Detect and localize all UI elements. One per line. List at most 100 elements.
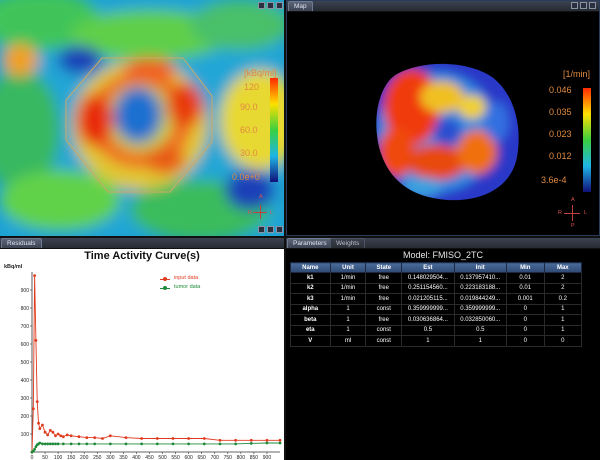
restore-icon[interactable] [571,2,578,9]
map-tabbar: Map [287,1,599,12]
table-row[interactable]: k2 1/min free 0.251154560... 0.223183188… [290,282,583,294]
data-point [69,442,73,446]
param-unit: 1 [329,303,367,315]
orientation-top: A [259,194,263,200]
table-row[interactable]: V ml const 1 1 0 0 [290,335,583,347]
column-header[interactable]: Min [505,262,545,273]
table-row[interactable]: beta 1 free 0.030636864... 0.032850060..… [290,314,583,326]
param-max[interactable]: 0.2 [543,293,583,305]
restore-icon[interactable] [258,2,265,9]
param-init[interactable]: 1 [453,335,507,347]
param-name: alpha [290,303,331,315]
restore-icon[interactable] [258,226,265,233]
orientation-cross [572,205,573,221]
colorbar-unit: [kBq/ml] [244,68,277,78]
column-header[interactable]: Unit [329,262,367,273]
close-icon[interactable] [276,226,283,233]
param-est: 1 [401,335,455,347]
tab-parameters[interactable]: Parameters [287,238,333,248]
y-tick-label: 800 [21,306,30,312]
legend-label-tumor: tumor data [174,284,201,290]
param-name: k3 [290,293,331,305]
param-max[interactable]: 2 [543,272,583,284]
close-icon[interactable] [276,2,283,9]
column-header[interactable]: Max [543,262,583,273]
param-min[interactable]: 0 [505,335,545,347]
param-init[interactable]: 0.5 [453,324,507,336]
param-state[interactable]: const [365,303,403,315]
param-est: 0.359999999... [401,303,455,315]
colorbar-tick: 3.6e-4 [541,175,567,185]
param-est: 0.251154560... [401,282,455,294]
k3-map-image[interactable] [287,12,599,236]
param-state[interactable]: free [365,293,403,305]
param-init[interactable]: 0.019844249... [453,293,507,305]
parameters-panel: Parameters Weights Model: FMISO_2TC Name… [286,238,600,460]
parameters-table: Name Unit State Est Init Min Max k1 1/mi… [290,262,583,347]
param-min[interactable]: 0.001 [505,293,545,305]
series-line [31,275,280,453]
tab-residuals[interactable]: Residuals [1,238,42,248]
data-point [56,442,60,446]
tab-map[interactable]: Map [288,1,313,11]
pet-image-panel: [kBq/ml] 120 90.0 60.0 30.0 0.0e+0 A R L [0,0,284,236]
x-tick-label: 150 [67,455,76,460]
param-name: beta [290,314,331,326]
param-state[interactable]: free [365,282,403,294]
table-row[interactable]: k1 1/min free 0.148029504... 0.137957410… [290,272,583,284]
tab-weights[interactable]: Weights [330,238,366,248]
parameters-tabbar: Parameters Weights [286,238,600,249]
column-header[interactable]: Init [453,262,507,273]
param-max[interactable]: 1 [543,314,583,326]
param-min[interactable]: 0 [505,324,545,336]
param-min[interactable]: 0 [505,314,545,326]
tac-chart[interactable]: 100 200 300 400 500 600 700 800 900 0 50 100 150 200 2… [0,238,284,460]
param-min[interactable]: 0.01 [505,272,545,284]
data-point [56,432,60,436]
param-max[interactable]: 2 [543,282,583,294]
legend-marker-input [163,277,167,281]
data-point [140,437,144,440]
param-init[interactable]: 0.223183188... [453,282,507,294]
table-row[interactable]: k3 1/min free 0.021205115... 0.019844249… [290,293,583,305]
colorbar-tick: 0.023 [549,129,572,139]
maximize-icon[interactable] [267,226,274,233]
maximize-icon[interactable] [580,2,587,9]
x-tick-label: 700 [211,455,220,460]
param-init[interactable]: 0.032850060... [453,314,507,326]
param-init[interactable]: 0.359999999... [453,303,507,315]
param-init[interactable]: 0.137957410... [453,272,507,284]
param-name: eta [290,324,331,336]
close-icon[interactable] [589,2,596,9]
param-state[interactable]: free [365,314,403,326]
param-max[interactable]: 0 [543,335,583,347]
column-header[interactable]: State [365,262,403,273]
data-point [61,442,65,446]
data-point [51,442,55,446]
roi-polygon [65,57,213,193]
param-state[interactable]: free [365,272,403,284]
x-tick-label: 600 [184,455,193,460]
x-tick-label: 100 [54,455,63,460]
pet-image[interactable] [0,0,284,236]
column-header[interactable]: Est [401,262,455,273]
residuals-panel: Residuals Time Activity Curve(s) kBq/ml … [0,238,284,460]
data-point [278,441,282,445]
column-header[interactable]: Name [290,262,331,273]
data-point [187,442,191,446]
param-min[interactable]: 0.01 [505,282,545,294]
param-max[interactable]: 1 [543,324,583,336]
orientation-left: R [558,210,562,216]
colorbar-unit: [1/min] [563,69,591,79]
param-max[interactable]: 1 [543,303,583,315]
maximize-icon[interactable] [267,2,274,9]
param-state[interactable]: const [365,335,403,347]
param-min[interactable]: 0 [505,303,545,315]
data-point [77,435,81,439]
param-name: k2 [290,282,331,294]
map-panel: Map [286,0,600,236]
param-state[interactable]: const [365,324,403,336]
param-unit: 1/min [329,272,367,284]
table-row[interactable]: eta 1 const 0.5 0.5 0 1 [290,324,583,336]
table-row[interactable]: alpha 1 const 0.359999999... 0.359999999… [290,303,583,315]
